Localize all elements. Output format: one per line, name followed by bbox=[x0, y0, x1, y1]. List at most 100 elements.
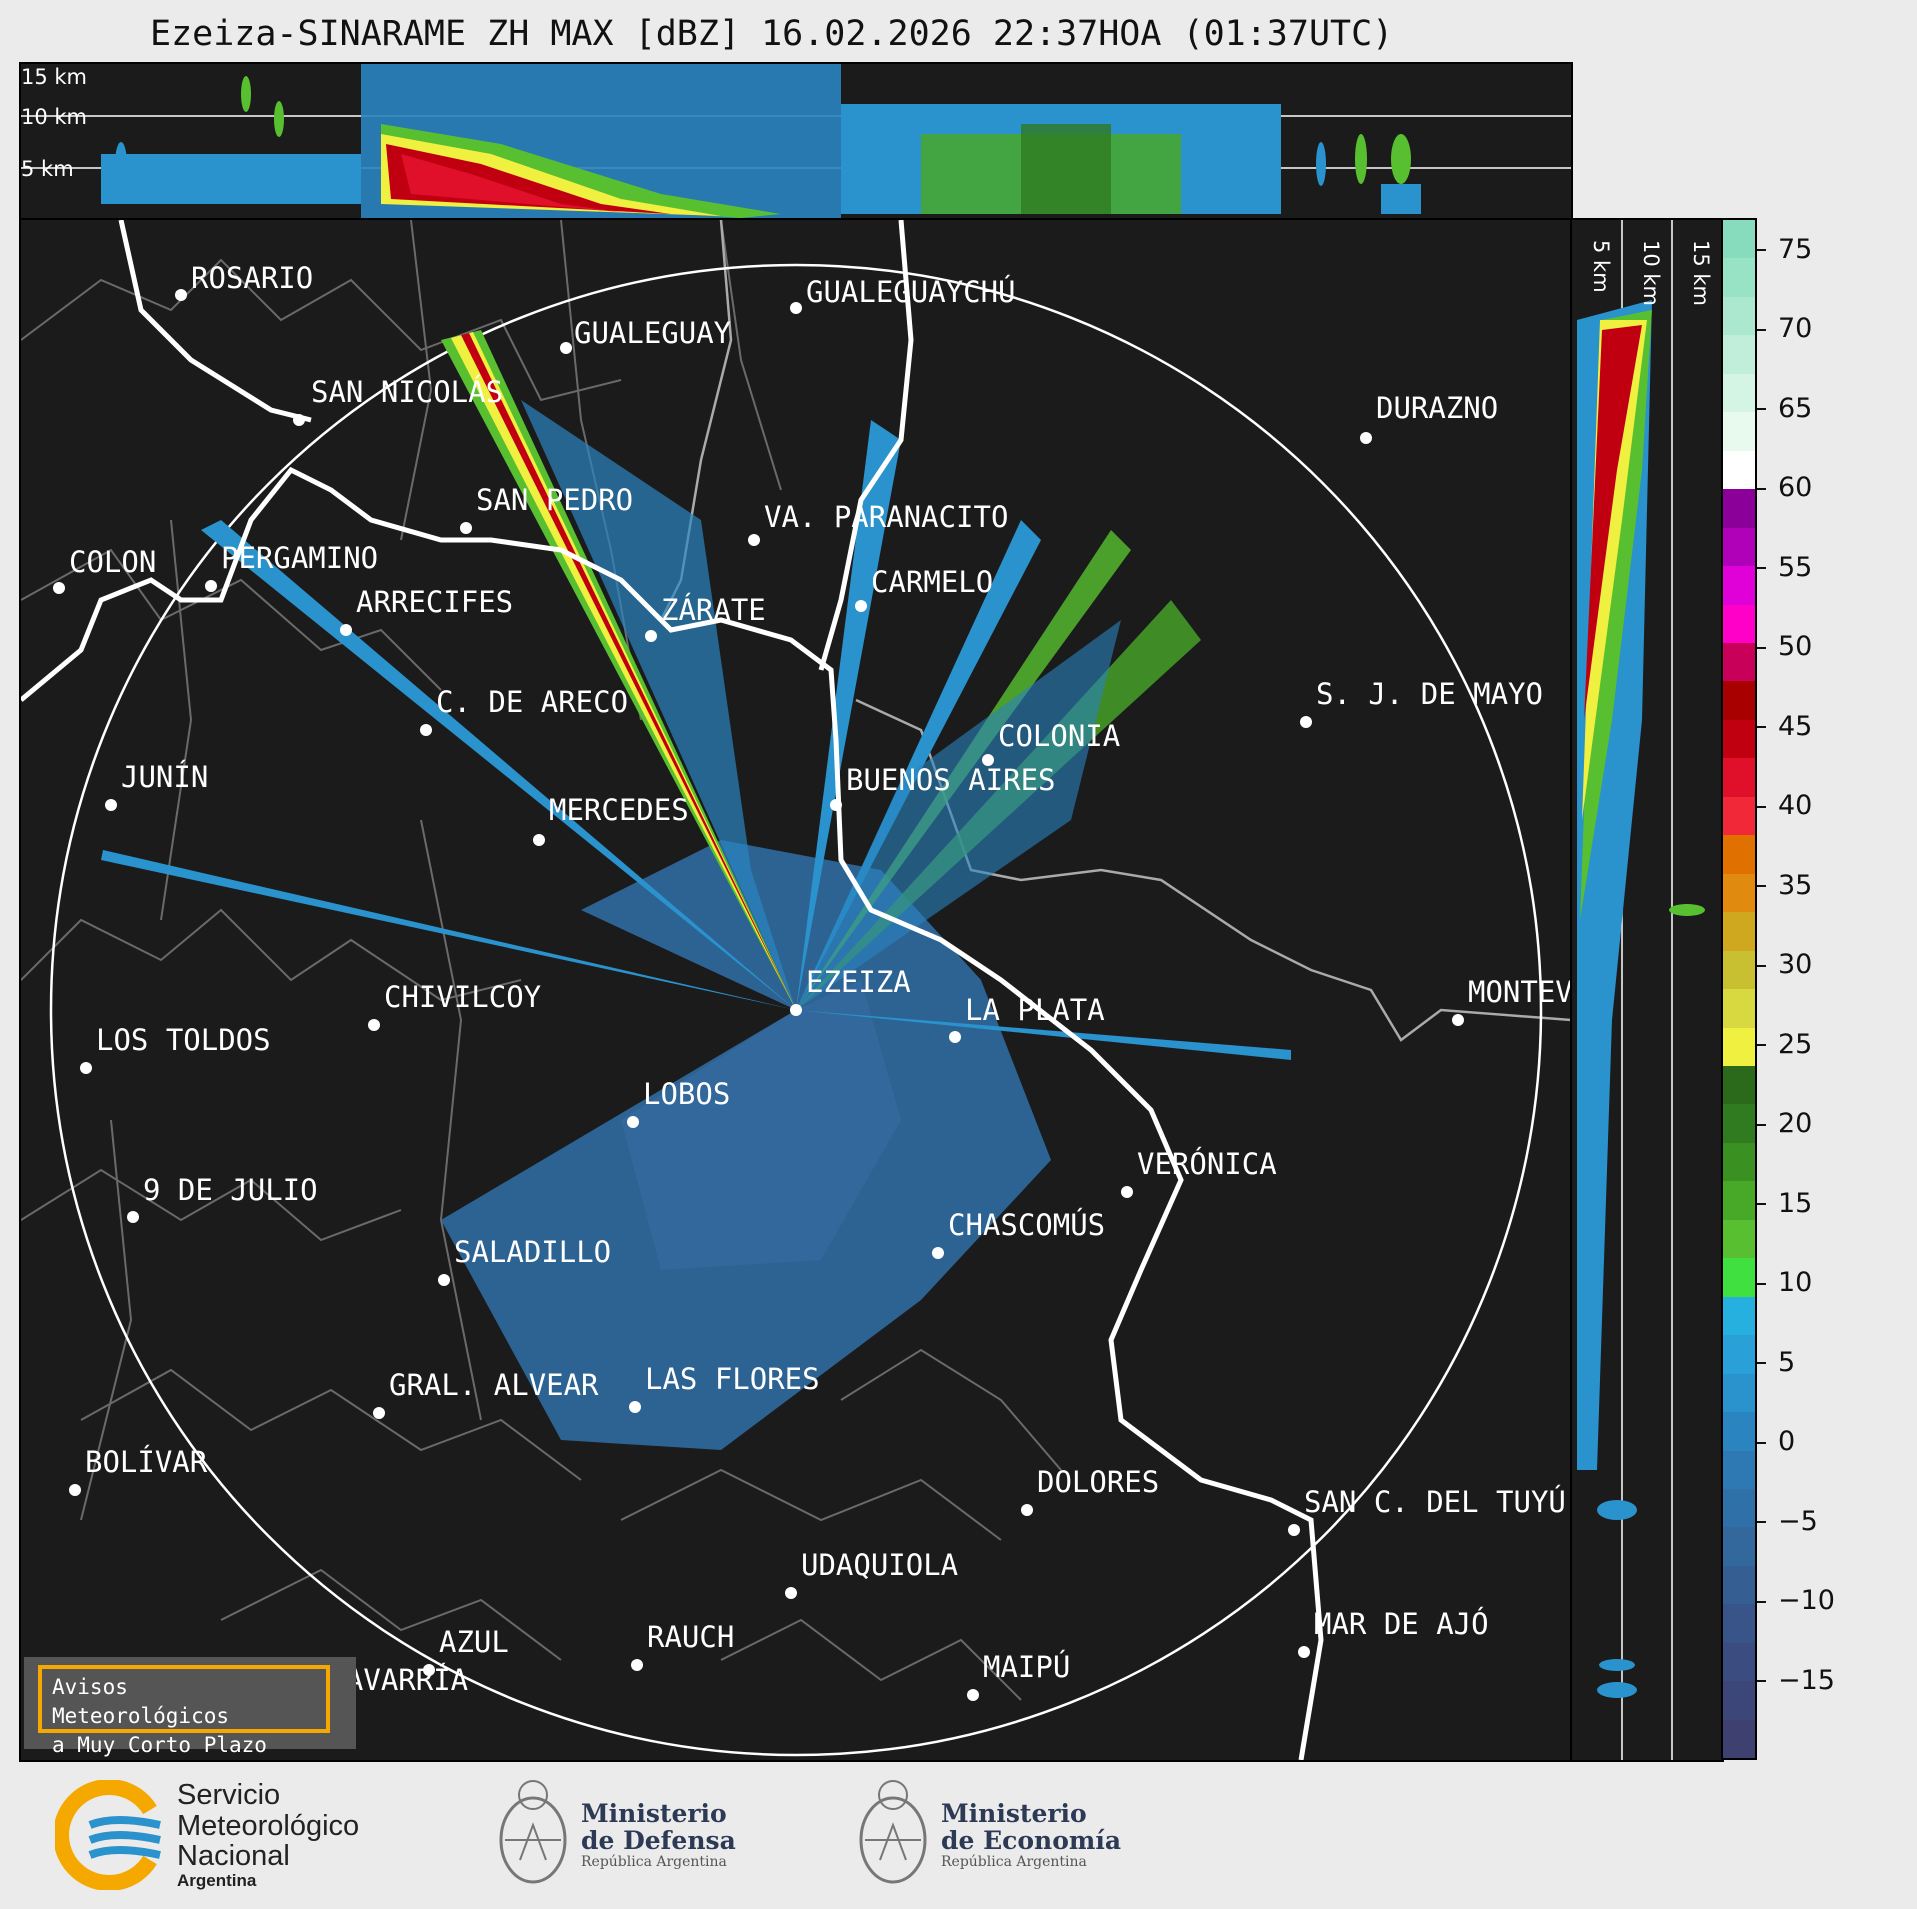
warning-box[interactable]: Avisos Meteorológicos a Muy Corto Plazo bbox=[24, 1657, 356, 1757]
top-altitude-label-15: 15 km bbox=[21, 65, 87, 89]
defensa-line-2: de Defensa bbox=[581, 1826, 736, 1856]
city-label-rosario: ROSARIO bbox=[191, 261, 313, 295]
city-label-bolivar: BOLÍVAR bbox=[85, 1445, 208, 1479]
side-altitude-label-10: 10 km bbox=[1639, 240, 1663, 306]
side-altitude-label-5: 5 km bbox=[1589, 240, 1613, 293]
smn-line-2: Meteorológico bbox=[177, 1809, 360, 1842]
city-label-zarate: ZÁRATE bbox=[661, 593, 766, 627]
colorbar-tick-label: 45 bbox=[1757, 711, 1812, 742]
city-label-las-flores: LAS FLORES bbox=[645, 1362, 820, 1396]
city-label-9-de-julio: 9 DE JULIO bbox=[143, 1173, 318, 1207]
colorbar-segment bbox=[1723, 220, 1755, 259]
warning-line-1: Avisos Meteorológicos bbox=[52, 1675, 230, 1728]
colorbar-segment bbox=[1723, 604, 1755, 643]
colorbar-segment bbox=[1723, 1296, 1755, 1336]
colorbar-tick-label: −15 bbox=[1757, 1665, 1835, 1696]
city-label-gral-alvear: GRAL. ALVEAR bbox=[389, 1368, 599, 1402]
smn-line-3: Nacional bbox=[177, 1840, 290, 1873]
reflectivity-echo bbox=[101, 330, 1291, 1450]
ministerio-defensa-logo: Ministerio de Defensa República Argentin… bbox=[495, 1775, 736, 1895]
colorbar-segment bbox=[1723, 1412, 1755, 1451]
warning-box-label[interactable]: Avisos Meteorológicos a Muy Corto Plazo bbox=[38, 1665, 330, 1757]
colorbar-tick-label: 20 bbox=[1757, 1108, 1812, 1139]
colorbar-segment bbox=[1723, 1681, 1755, 1720]
city-label-los-toldos: LOS TOLDOS bbox=[96, 1023, 271, 1057]
colorbar-segment bbox=[1723, 1488, 1755, 1528]
colorbar-segment bbox=[1723, 642, 1755, 682]
colorbar-segment bbox=[1723, 412, 1755, 451]
colorbar-tick-label: 50 bbox=[1757, 631, 1812, 662]
city-label-lobos: LOBOS bbox=[643, 1077, 730, 1111]
city-label-durazno: DURAZNO bbox=[1376, 391, 1498, 425]
city-label-c-de-areco: C. DE ARECO bbox=[436, 685, 628, 719]
defensa-line-3: República Argentina bbox=[581, 1853, 727, 1870]
economia-line-2: de Economía bbox=[941, 1826, 1122, 1856]
top-altitude-label-5: 5 km bbox=[21, 157, 74, 181]
city-label-saladillo: SALADILLO bbox=[454, 1235, 611, 1269]
city-label-s-j-de-mayo: S. J. DE MAYO bbox=[1316, 677, 1543, 711]
colorbar-segment bbox=[1723, 950, 1755, 990]
city-label-buenos-aires: BUENOS AIRES bbox=[846, 763, 1056, 797]
city-label-gualeguaychu: GUALEGUAYCHÚ bbox=[806, 275, 1016, 309]
top-altitude-label-10: 10 km bbox=[21, 105, 87, 129]
colorbar-segment bbox=[1723, 1104, 1755, 1143]
smn-line-1: Servicio bbox=[177, 1779, 281, 1812]
city-label-maipu: MAIPÚ bbox=[983, 1650, 1070, 1684]
reflectivity-colorbar bbox=[1721, 218, 1757, 1760]
smn-logo: Servicio Meteorológico Nacional Argentin… bbox=[55, 1775, 359, 1895]
colorbar-segment bbox=[1723, 989, 1755, 1028]
coat-of-arms-icon bbox=[859, 1780, 927, 1884]
smn-line-4: Argentina bbox=[177, 1870, 257, 1890]
city-label-dolores: DOLORES bbox=[1037, 1465, 1159, 1499]
colorbar-segment bbox=[1723, 912, 1755, 951]
city-label-va-paranacito: VA. PARANACITO bbox=[764, 500, 1008, 534]
colorbar-segment bbox=[1723, 1181, 1755, 1220]
colorbar-segment bbox=[1723, 335, 1755, 374]
colorbar-tick-label: 15 bbox=[1757, 1188, 1812, 1219]
colorbar-segment bbox=[1723, 566, 1755, 605]
city-label-veronica: VERÓNICA bbox=[1137, 1147, 1277, 1181]
city-label-san-pedro: SAN PEDRO bbox=[476, 483, 633, 517]
colorbar-tick-label: 0 bbox=[1757, 1426, 1795, 1457]
colorbar-segment bbox=[1723, 719, 1755, 759]
city-label-montevideo: MONTEVIDEO bbox=[1468, 975, 1571, 1009]
colorbar-segment bbox=[1723, 296, 1755, 336]
coastline bbox=[21, 466, 1324, 1760]
city-label-san-nicolas: SAN NICOLÁS bbox=[311, 375, 503, 409]
colorbar-segment bbox=[1723, 1373, 1755, 1413]
smn-emblem-icon bbox=[55, 1780, 161, 1890]
colorbar-segment bbox=[1723, 1604, 1755, 1643]
city-label-chascomus: CHASCOMÚS bbox=[948, 1208, 1105, 1242]
ministerio-economia-logo: Ministerio de Economía República Argenti… bbox=[855, 1775, 1121, 1895]
colorbar-tick-label: 75 bbox=[1757, 234, 1812, 265]
colorbar-segment bbox=[1723, 1335, 1755, 1374]
city-label-junin: JUNÍN bbox=[121, 760, 208, 794]
city-label-colon: COLON bbox=[69, 545, 156, 579]
colorbar-tick-label: 10 bbox=[1757, 1267, 1812, 1298]
colorbar-tick-label: 70 bbox=[1757, 313, 1812, 344]
colorbar-segment bbox=[1723, 1642, 1755, 1682]
city-label-udaquiola: UDAQUIOLA bbox=[801, 1548, 958, 1582]
economia-line-3: República Argentina bbox=[941, 1853, 1087, 1870]
colorbar-tick-label: 5 bbox=[1757, 1347, 1795, 1378]
colorbar-segment bbox=[1723, 835, 1755, 874]
colorbar-ticks: 75 70 65 60 55 50 45 40 35 30 25 20 15 10 5 0 −5 −10 −15 bbox=[1757, 218, 1877, 1760]
city-label-carmelo: CARMELO bbox=[871, 565, 993, 599]
colorbar-segment bbox=[1723, 873, 1755, 913]
city-markers: ROSARIO GUALEGUAYCHÚ GUALEGUAY SAN NICOL… bbox=[53, 261, 1571, 1714]
city-label-colonia: COLONIA bbox=[998, 719, 1120, 753]
colorbar-segment bbox=[1723, 258, 1755, 297]
side-altitude-label-15: 15 km bbox=[1689, 240, 1713, 306]
colorbar-segment bbox=[1723, 1527, 1755, 1566]
chart-title: Ezeiza-SINARAME ZH MAX [dBZ] 16.02.2026 … bbox=[150, 14, 1394, 54]
colorbar-tick-label: 65 bbox=[1757, 393, 1812, 424]
city-label-pergamino: PERGAMINO bbox=[221, 541, 378, 575]
colorbar-segment bbox=[1723, 489, 1755, 528]
colorbar-tick-label: 40 bbox=[1757, 790, 1812, 821]
colorbar-segment bbox=[1723, 1027, 1755, 1066]
colorbar-segment bbox=[1723, 681, 1755, 720]
colorbar-segment bbox=[1723, 527, 1755, 567]
city-label-mercedes: MERCEDES bbox=[549, 793, 689, 827]
province-boundaries bbox=[21, 220, 1062, 1701]
colorbar-tick-label: 35 bbox=[1757, 870, 1812, 901]
